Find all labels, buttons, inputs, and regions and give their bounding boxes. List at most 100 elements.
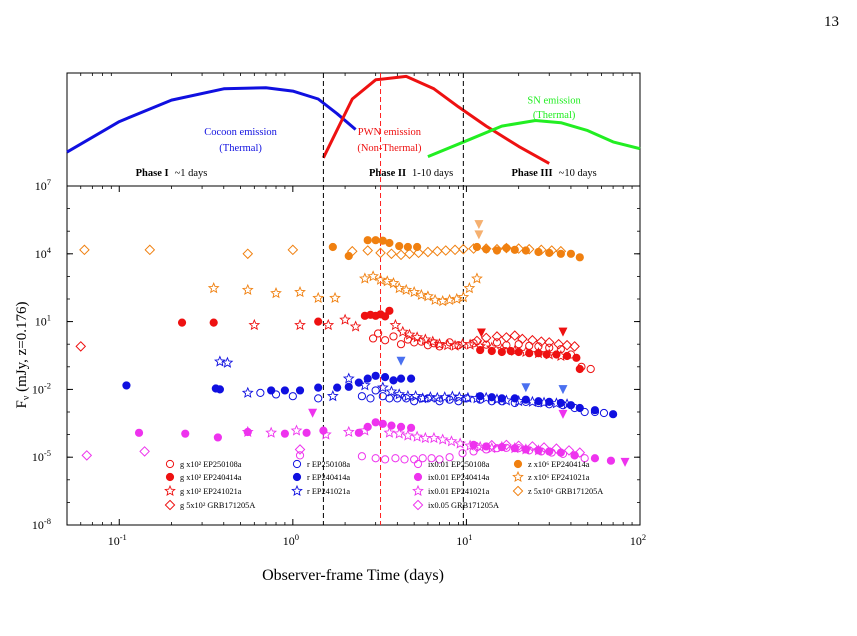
data-point [358, 379, 371, 391]
data-point [288, 392, 297, 401]
data-point [513, 243, 524, 254]
data-point [543, 348, 556, 360]
data-point [471, 335, 483, 347]
data-point [357, 452, 367, 461]
data-point [468, 243, 479, 254]
data-point [371, 236, 380, 245]
data-point [395, 241, 404, 251]
data-point [495, 343, 508, 355]
data-point [358, 272, 371, 284]
data-point [508, 442, 521, 454]
legend-marker [512, 470, 524, 482]
data-point [575, 364, 584, 374]
data-point [256, 388, 265, 398]
upper-limit-marker [558, 385, 568, 395]
data-point [436, 433, 449, 445]
data-point [508, 344, 521, 356]
data-point [221, 356, 234, 368]
data-point [374, 273, 387, 285]
data-point [546, 245, 558, 256]
data-point [408, 286, 421, 298]
data-point [432, 245, 443, 257]
sn-curve [427, 119, 641, 158]
data-point [366, 394, 375, 403]
data-point [535, 336, 547, 347]
data-point [506, 346, 515, 356]
legend-marker [291, 484, 303, 496]
data-point [435, 342, 444, 351]
data-point [572, 353, 581, 362]
data-point [389, 332, 398, 341]
data-point [458, 449, 467, 458]
data-point [426, 335, 439, 347]
data-point [385, 238, 394, 248]
data-point [563, 445, 575, 456]
legend-label: ix0.01 EP241021a [428, 487, 490, 496]
legend-marker [165, 472, 175, 482]
data-point [449, 244, 461, 256]
cocoon-curve [66, 86, 357, 154]
data-point [486, 439, 498, 451]
data-point [429, 293, 441, 306]
data-point [362, 245, 374, 256]
data-point [79, 244, 90, 256]
data-point [294, 286, 306, 298]
data-point [380, 373, 390, 382]
data-point [501, 439, 512, 451]
data-point [213, 433, 222, 442]
data-point [346, 245, 358, 257]
data-point [403, 328, 416, 340]
data-point [436, 295, 449, 307]
axes: 10-1 100 101 102 10-8 10-5 10-2 101 104 107 [32, 73, 646, 548]
data-point [543, 337, 555, 348]
data-point [510, 394, 519, 403]
data-point [523, 243, 535, 255]
data-point [134, 428, 144, 437]
data-point [418, 454, 427, 463]
data-point [410, 455, 419, 464]
data-point [480, 243, 492, 254]
data-point [385, 394, 394, 403]
data-point [320, 428, 332, 440]
data-point [457, 291, 470, 303]
data-point [411, 430, 423, 442]
data-point [144, 244, 156, 256]
data-point [139, 446, 150, 457]
series-6 [122, 371, 618, 419]
data-point [509, 330, 521, 341]
upper-limit-marker [558, 409, 568, 419]
legend-marker [164, 499, 176, 511]
data-point [363, 236, 372, 245]
data-point [464, 439, 476, 451]
data-point [456, 338, 469, 350]
data-point [385, 306, 394, 315]
data-point [389, 318, 402, 331]
pwn2-label: (Non-Thermal) [357, 143, 422, 154]
data-point [495, 440, 508, 453]
upper-limit-marker [474, 220, 484, 230]
data-point [270, 287, 282, 299]
data-point [480, 332, 492, 344]
data-point [419, 333, 432, 345]
y-tick-label: 10-2 [32, 380, 51, 396]
data-point [463, 282, 476, 294]
data-point [556, 448, 565, 457]
data-point [502, 243, 511, 253]
data-point [556, 345, 565, 354]
data-point [367, 270, 379, 282]
data-point [380, 312, 390, 321]
data-point [342, 425, 355, 438]
legend-marker [413, 472, 423, 482]
pwn-curve [322, 74, 550, 165]
data-point [314, 317, 323, 326]
data-point [545, 447, 554, 456]
legend-label: ix0.05 GRB171205A [428, 501, 499, 510]
data-point [411, 331, 423, 343]
data-point [491, 331, 503, 342]
data-point [556, 249, 565, 258]
legend-label: r EP250108a [307, 460, 350, 469]
data-point [500, 394, 513, 406]
legend-label: z x10⁶ EP240414a [528, 460, 590, 469]
data-point [381, 275, 394, 287]
x-tick-label: 100 [283, 532, 299, 548]
